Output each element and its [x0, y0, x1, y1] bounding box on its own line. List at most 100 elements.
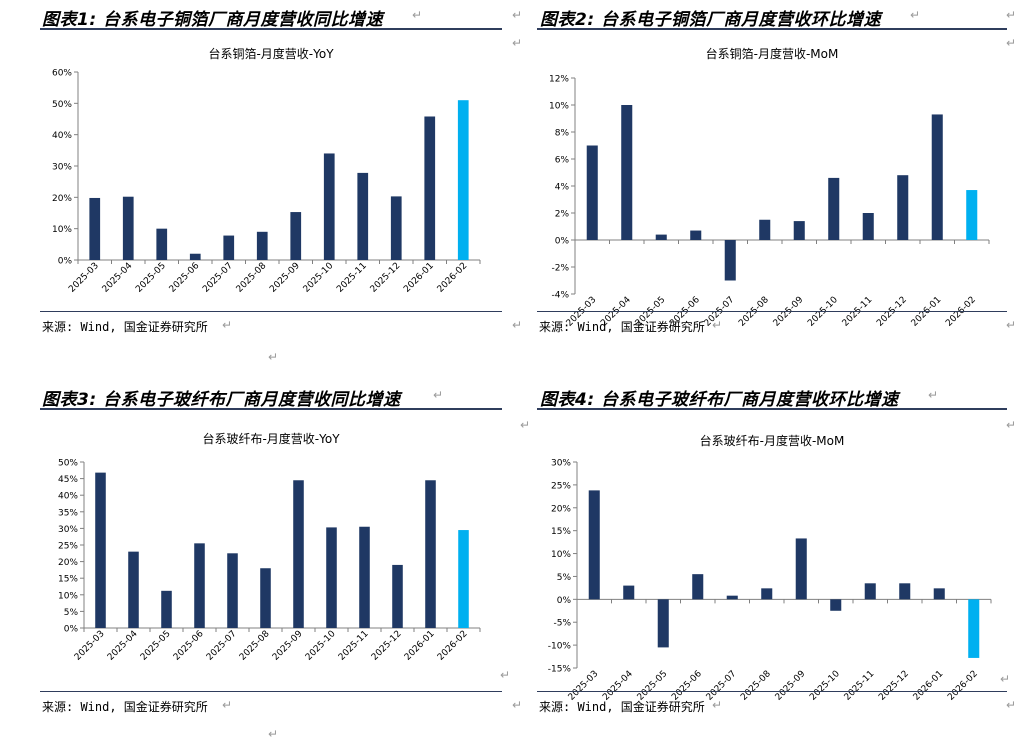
bar [424, 116, 436, 260]
figure-4-chart: -15%-10%-5%0%5%10%15%20%25%30%2025-03 202… [548, 459, 992, 703]
paragraph-mark-icon: ↵ [712, 318, 723, 332]
x-tick-label: 2025-05 [139, 629, 173, 663]
figure-1-chart: 0%10%20%30%40%50%60%2025-03 2025-04 2025-0… [52, 69, 481, 295]
bar [655, 234, 667, 240]
y-tick-label: 30% [52, 163, 72, 173]
y-tick-label: 20% [551, 504, 571, 514]
y-tick-label: -15% [548, 665, 572, 675]
y-tick-label: 10% [549, 102, 569, 112]
paragraph-mark-icon: ↵ [268, 727, 279, 741]
bar [830, 599, 842, 611]
figure-4-title: 图表4: 台系电子玻纤布厂商月度营收环比增速 [540, 390, 899, 410]
bar [864, 583, 876, 600]
figure-3-title: 图表3: 台系电子玻纤布厂商月度营收同比增速 [42, 390, 401, 410]
bar [621, 105, 633, 240]
x-tick-label: 2025-05 [134, 261, 168, 295]
figure-2-title: 图表2: 台系电子铜箔厂商月度营收环比增速 [540, 10, 882, 30]
bar [425, 480, 436, 628]
y-tick-label: 35% [58, 508, 78, 518]
x-tick-label: 2025-08 [238, 629, 272, 663]
bar [323, 153, 335, 260]
x-tick-label: 2025-11 [843, 669, 877, 703]
bar [194, 543, 205, 628]
figure-2-source-rule [537, 311, 1007, 312]
x-tick-label: 2025-11 [337, 629, 371, 663]
y-tick-label: -10% [548, 642, 572, 652]
paragraph-mark-icon: ↵ [500, 668, 511, 682]
bar [392, 564, 403, 628]
bar [326, 527, 337, 628]
x-tick-label: 2025-08 [235, 261, 269, 295]
bar [458, 530, 469, 628]
x-tick-label: 2025-04 [106, 629, 140, 663]
figure-3-chart-title: 台系玻纤布-月度营收-YoY [202, 432, 340, 446]
paragraph-mark-icon: ↵ [1000, 672, 1011, 686]
paragraph-mark-icon: ↵ [712, 698, 723, 712]
bar [256, 231, 268, 260]
y-tick-label: 5% [64, 608, 79, 618]
figure-1-chart-title: 台系铜箔-月度营收-YoY [208, 47, 334, 61]
x-tick-label: 2025-10 [304, 629, 338, 663]
figure-1-source: 来源: Wind, 国金证券研究所 [42, 320, 208, 334]
paragraph-mark-icon: ↵ [1006, 698, 1017, 712]
bar [457, 100, 469, 260]
y-tick-label: 20% [52, 194, 72, 204]
paragraph-mark-icon: ↵ [1006, 318, 1017, 332]
y-tick-label: 30% [551, 459, 571, 469]
x-tick-label: 2025-12 [369, 261, 403, 295]
bar [293, 480, 304, 628]
y-tick-label: -2% [551, 264, 569, 274]
paragraph-mark-icon: ↵ [512, 318, 523, 332]
x-tick-label: 2025-03 [67, 261, 101, 295]
paragraph-mark-icon: ↵ [1006, 418, 1017, 432]
x-tick-label: 2025-10 [302, 261, 336, 295]
bar [357, 172, 369, 260]
y-tick-label: 10% [58, 591, 78, 601]
x-tick-label: 2026-01 [403, 629, 437, 663]
bar [726, 595, 738, 600]
figure-1-title-rule [40, 28, 502, 30]
figure-2-source: 来源: Wind, 国金证券研究所 [539, 320, 705, 334]
bar [828, 177, 840, 240]
paragraph-mark-icon: ↵ [268, 350, 279, 364]
y-tick-label: 5% [557, 573, 572, 583]
bar [623, 585, 635, 600]
bar [690, 230, 702, 240]
paragraph-mark-icon: ↵ [433, 388, 444, 402]
y-tick-label: 20% [58, 558, 78, 568]
x-tick-label: 2025-12 [370, 629, 404, 663]
bar [227, 553, 238, 628]
bar [128, 551, 139, 628]
y-tick-label: 8% [555, 129, 570, 139]
bar [260, 568, 271, 628]
y-tick-label: 40% [58, 492, 78, 502]
figure-4-source-rule [537, 691, 1007, 692]
bar [161, 590, 172, 628]
x-tick-label: 2026-01 [912, 669, 946, 703]
bar [223, 235, 235, 260]
bar [122, 196, 134, 260]
paragraph-mark-icon: ↵ [512, 8, 523, 22]
x-tick-label: 2025-07 [205, 629, 239, 663]
paragraph-mark-icon: ↵ [520, 418, 531, 432]
x-tick-label: 2026-02 [946, 669, 980, 703]
bar [586, 145, 598, 240]
figure-1-title: 图表1: 台系电子铜箔厂商月度营收同比增速 [42, 10, 384, 30]
figure-4-source: 来源: Wind, 国金证券研究所 [539, 700, 705, 714]
y-tick-label: 15% [58, 575, 78, 585]
bar [390, 196, 402, 260]
y-tick-label: 25% [551, 481, 571, 491]
bar [966, 190, 978, 240]
paragraph-mark-icon: ↵ [512, 698, 523, 712]
y-tick-label: 0% [64, 625, 79, 635]
y-tick-label: -5% [553, 619, 571, 629]
bar [931, 114, 943, 240]
y-tick-label: 40% [52, 131, 72, 141]
paragraph-mark-icon: ↵ [222, 698, 233, 712]
paragraph-mark-icon: ↵ [1006, 36, 1017, 50]
y-tick-label: 0% [555, 237, 570, 247]
bar [657, 599, 669, 648]
bar [89, 197, 101, 260]
y-tick-label: 60% [52, 69, 72, 79]
figure-2-chart: -4%-2%0%2%4%6%8%10%12%2025-03 2025-04 2025… [549, 75, 990, 329]
